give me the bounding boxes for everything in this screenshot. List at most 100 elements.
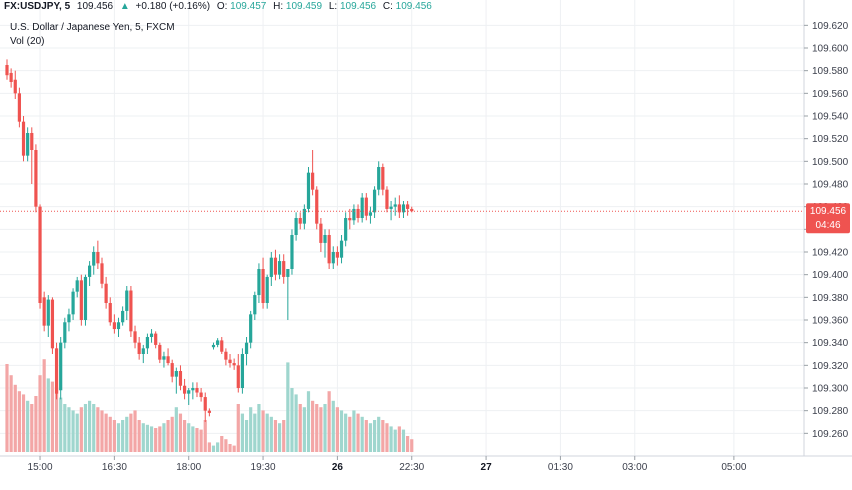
volume-bar (406, 436, 410, 452)
candle-body (129, 290, 133, 332)
price-tick-label: 109.400 (812, 270, 849, 281)
time-tick-label: 05:00 (721, 462, 746, 473)
change-arrow-icon: ▲ (120, 1, 130, 12)
volume-bar (401, 429, 406, 452)
volume-bar (211, 445, 216, 452)
close-value: 109.456 (396, 1, 433, 12)
price-axis[interactable]: 109.620 109.600 109.580 109.560 109.540 109.5… (804, 21, 849, 440)
volume-bar (158, 426, 162, 452)
candle-body (92, 252, 96, 266)
candle-body (294, 218, 298, 235)
volume-bar (344, 413, 348, 452)
candle-body (162, 356, 166, 360)
volume-bar (306, 391, 311, 452)
volume-bar (141, 423, 145, 452)
volume-bar (335, 407, 339, 452)
time-tick-label: 22:30 (399, 462, 424, 473)
volume-bar (67, 407, 71, 452)
volume-bar (125, 416, 129, 452)
volume-bar (348, 416, 352, 452)
volume-bar (203, 420, 207, 452)
high-label: H: (273, 1, 283, 12)
price-tick-label: 109.540 (812, 112, 849, 123)
volume-bar (30, 404, 34, 452)
candle-body (410, 208, 414, 212)
volume-bar (331, 400, 335, 452)
volume-bar (79, 407, 83, 452)
close-label: C: (383, 1, 393, 12)
volume-bar (364, 420, 368, 452)
candle-body (249, 314, 253, 343)
candle-body (191, 388, 195, 391)
volume-bar (269, 416, 273, 452)
candle-body (137, 342, 141, 354)
chart-title: U.S. Dollar / Japanese Yen, 5, FXCM (10, 22, 175, 33)
candle-body (257, 269, 261, 296)
time-axis[interactable]: 15:00 16:30 18:00 19:30 26 22:30 27 01:30 03:00 0… (28, 456, 747, 473)
candle-body (290, 235, 294, 269)
candle-body (277, 261, 282, 275)
price-tick-label: 109.280 (812, 406, 849, 417)
candle-body (240, 354, 245, 388)
candle-body (170, 363, 174, 377)
candle-body (216, 340, 220, 345)
candle-body (286, 269, 290, 277)
candle-body (302, 208, 306, 224)
volume-indicator-label: Vol (20) (10, 36, 44, 47)
candle-body (100, 263, 104, 284)
candle-body (75, 280, 79, 292)
volume-bar (63, 404, 67, 452)
open-value: 109.457 (230, 1, 267, 12)
candle-body (406, 204, 410, 209)
price-tick-label: 109.320 (812, 361, 849, 372)
time-tick-label: 19:30 (251, 462, 276, 473)
price-tick-label: 109.560 (812, 89, 849, 100)
candle-body (5, 65, 9, 76)
candle-body (381, 167, 385, 190)
candle-body (401, 204, 406, 213)
candle-body (178, 371, 183, 386)
svg-text:FX:USDJPY, 5 109.456: FX:USDJPY, 5 109.456 ▲ +0.180 (+0.16%) O… (4, 1, 432, 12)
volume-bar (17, 391, 21, 452)
volume-bar (92, 404, 96, 452)
volume-bar (240, 413, 245, 452)
volume-bar (207, 442, 211, 452)
candle-body (360, 197, 364, 218)
candle-body (121, 310, 125, 323)
candle-body (63, 322, 67, 343)
price-tick-label: 109.580 (812, 66, 849, 77)
volume-bar (137, 420, 141, 452)
volume-bar (327, 391, 331, 452)
candle-body (187, 390, 191, 394)
time-tick-label: 03:00 (622, 462, 647, 473)
time-tick-label: 15:00 (28, 462, 53, 473)
time-tick-label: 01:30 (548, 462, 573, 473)
volume-bar (298, 404, 302, 452)
volume-bar (220, 436, 224, 452)
volume-bar (46, 378, 50, 452)
candle-body (46, 299, 50, 326)
price-tick-label: 109.600 (812, 44, 849, 55)
candle-body (269, 257, 273, 277)
volume-bar (166, 420, 170, 452)
price-tick-label: 109.500 (812, 157, 849, 168)
candle-body (34, 150, 38, 207)
candle-body (228, 359, 232, 364)
candle-body (125, 290, 129, 311)
candle-body (261, 269, 265, 303)
volume-bar (360, 416, 364, 452)
volume-bar (356, 413, 360, 452)
candle-body (26, 133, 30, 156)
candle-body (211, 344, 216, 348)
candle-body (298, 218, 302, 224)
volume-bar (257, 404, 261, 452)
volume-bar (397, 426, 401, 452)
volume-bar (26, 400, 30, 452)
volume-bar (294, 394, 298, 452)
candle-body (335, 252, 339, 258)
price-badge-countdown: 04:46 (815, 220, 840, 231)
candle-body (385, 189, 389, 209)
candle-body (339, 240, 344, 258)
